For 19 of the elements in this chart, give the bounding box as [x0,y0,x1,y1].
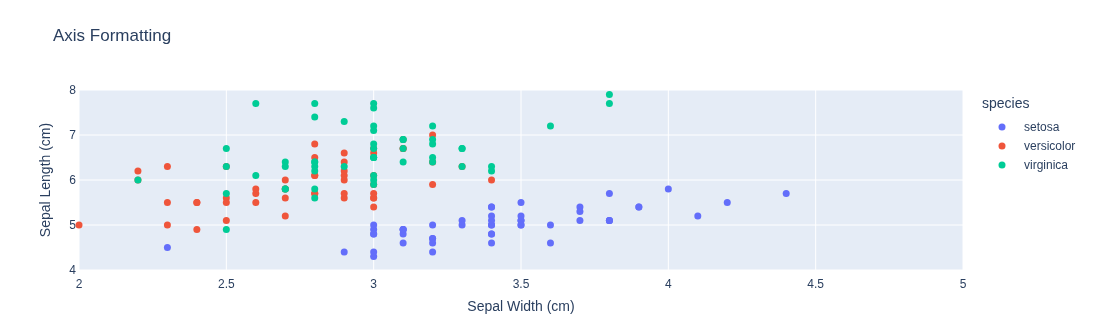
x-tick-label: 3 [370,277,378,291]
y-tick-label: 7 [69,128,77,142]
x-tick-label: 3.5 [512,277,530,291]
x-tick-label: 2.5 [217,277,235,291]
x-tick-label: 4 [664,277,672,291]
x-tick-label: 4.5 [807,277,825,291]
y-tick-label: 4 [69,263,77,277]
y-tick-label: 5 [69,218,77,232]
legend-label: setosa [1024,120,1060,134]
chart-title: Axis Formatting [53,26,172,45]
x-tick-label: 2 [75,277,83,291]
x-tick-label: 5 [959,277,967,291]
y-tick-label: 6 [69,173,77,187]
legend-title: species [982,95,1030,111]
y-axis-title: Sepal Length (cm) [37,122,53,238]
legend-label: virginica [1024,158,1069,172]
x-axis-title: Sepal Width (cm) [467,298,575,314]
legend-label: versicolor [1024,139,1076,153]
y-tick-label: 8 [69,83,77,97]
